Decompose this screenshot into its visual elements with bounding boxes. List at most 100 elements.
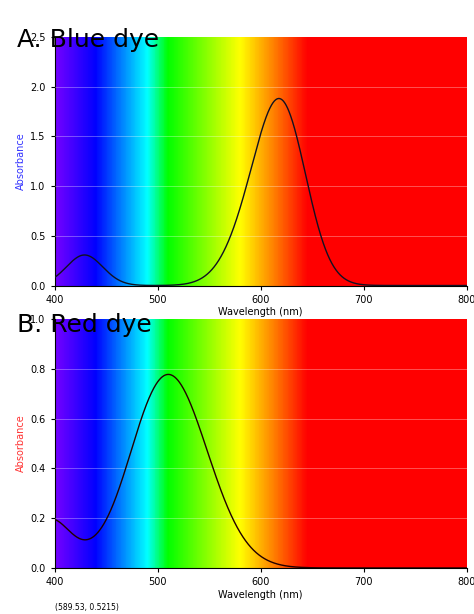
Bar (138, 319, 139, 568)
Bar (252, 37, 253, 286)
Bar (276, 37, 277, 286)
Bar (271, 319, 272, 568)
Bar (236, 319, 237, 568)
Bar (155, 37, 156, 286)
Bar (308, 37, 309, 286)
Bar (369, 319, 370, 568)
Bar (418, 37, 419, 286)
Bar (158, 319, 159, 568)
Bar (209, 37, 210, 286)
Bar (368, 37, 369, 286)
Bar (61, 319, 62, 568)
Bar (57, 37, 58, 286)
Bar (217, 37, 218, 286)
Bar (62, 319, 63, 568)
Bar (161, 37, 162, 286)
Bar (385, 319, 386, 568)
Bar (321, 319, 322, 568)
Bar (224, 319, 225, 568)
Bar (126, 319, 127, 568)
Bar (446, 37, 447, 286)
Bar (346, 319, 347, 568)
Bar (383, 319, 384, 568)
Bar (341, 37, 342, 286)
Bar (278, 37, 279, 286)
Bar (453, 37, 454, 286)
Bar (333, 319, 334, 568)
Bar (229, 37, 230, 286)
Bar (334, 37, 335, 286)
Bar (315, 37, 316, 286)
X-axis label: Wavelength (nm): Wavelength (nm) (219, 590, 303, 600)
Bar (63, 319, 64, 568)
Bar (372, 319, 373, 568)
Bar (343, 37, 344, 286)
Bar (60, 319, 61, 568)
Bar (384, 37, 385, 286)
Bar (331, 319, 332, 568)
Bar (118, 319, 119, 568)
Bar (376, 319, 377, 568)
Bar (335, 319, 336, 568)
Bar (386, 319, 387, 568)
Bar (129, 37, 130, 286)
Bar (251, 319, 252, 568)
Bar (433, 37, 434, 286)
Bar (410, 319, 411, 568)
Bar (232, 319, 233, 568)
Bar (380, 37, 381, 286)
Bar (274, 37, 275, 286)
Bar (388, 319, 389, 568)
Bar (375, 319, 376, 568)
Bar (79, 37, 80, 286)
Bar (360, 37, 361, 286)
Bar (247, 319, 248, 568)
Bar (353, 319, 354, 568)
Bar (221, 319, 222, 568)
Bar (457, 319, 458, 568)
Bar (222, 319, 223, 568)
Bar (312, 319, 313, 568)
Bar (296, 319, 297, 568)
Bar (107, 37, 108, 286)
Bar (304, 37, 305, 286)
Bar (124, 37, 125, 286)
Bar (240, 319, 241, 568)
Bar (431, 37, 432, 286)
Bar (385, 37, 386, 286)
Bar (122, 37, 123, 286)
Bar (136, 37, 137, 286)
Bar (68, 319, 69, 568)
Bar (359, 319, 360, 568)
Bar (232, 37, 233, 286)
Bar (265, 37, 266, 286)
Bar (169, 319, 170, 568)
Bar (350, 37, 351, 286)
Bar (284, 319, 285, 568)
Bar (99, 319, 100, 568)
Bar (266, 37, 267, 286)
Bar (338, 37, 339, 286)
Bar (63, 37, 64, 286)
Bar (357, 37, 358, 286)
Bar (368, 319, 369, 568)
Bar (434, 319, 435, 568)
Bar (447, 319, 448, 568)
Bar (277, 37, 278, 286)
Bar (367, 37, 368, 286)
Bar (111, 319, 112, 568)
Bar (91, 319, 92, 568)
Bar (120, 319, 121, 568)
Bar (425, 319, 426, 568)
Bar (177, 37, 178, 286)
Bar (94, 319, 95, 568)
Bar (402, 37, 403, 286)
Bar (206, 319, 207, 568)
Bar (293, 319, 294, 568)
Bar (296, 37, 297, 286)
Bar (292, 37, 293, 286)
Bar (187, 319, 188, 568)
Bar (134, 319, 135, 568)
Bar (192, 37, 193, 286)
Bar (242, 319, 243, 568)
